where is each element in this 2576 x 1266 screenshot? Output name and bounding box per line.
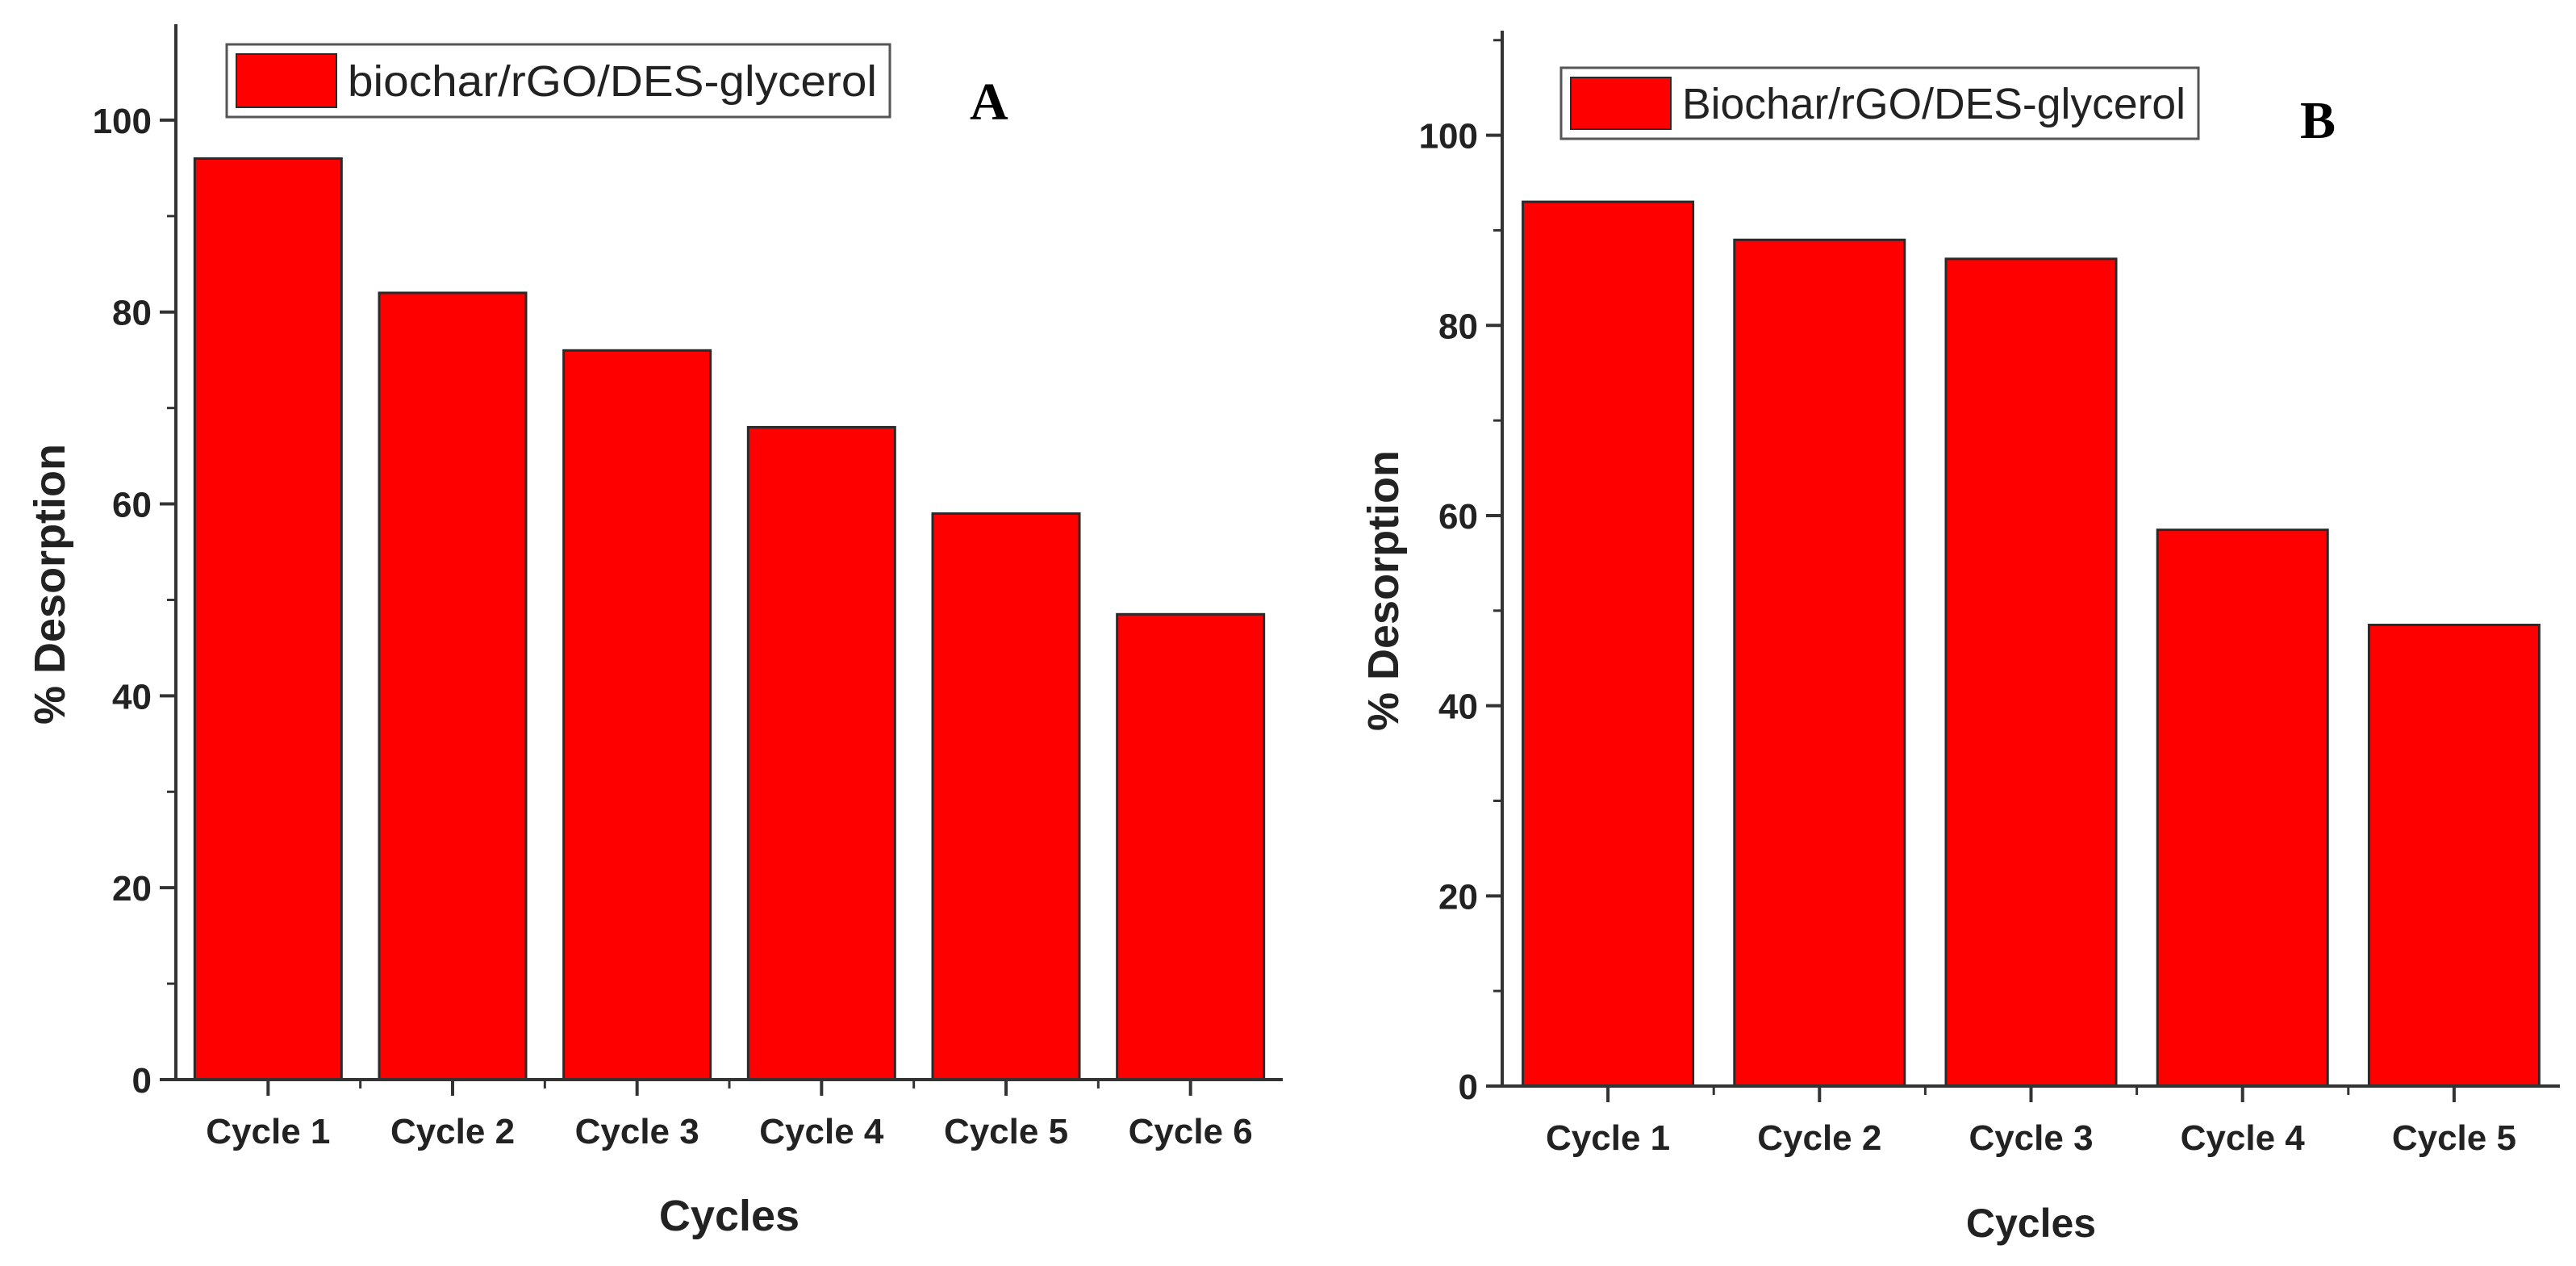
y-tick-label: 80 — [112, 294, 152, 333]
y-tick-label: 0 — [132, 1061, 152, 1101]
panel-b: 0 20 40 60 80 100 Cycle 1 Cycle 2 Cycle 3 Cycle 4… — [1359, 31, 2560, 1246]
y-tick-label: 100 — [93, 102, 152, 141]
legend-label: Biochar/rGO/DES-glycerol — [1682, 80, 2186, 128]
bar-cycle-6 — [1116, 612, 1266, 1081]
panel-a: 0 20 40 60 80 100 Cycle 1 Cycle 2 Cycle 3 Cycle 4… — [26, 24, 1283, 1240]
panel-label: A — [970, 73, 1008, 132]
panel-label: B — [2300, 91, 2336, 150]
y-axis-title: % Desorption — [26, 444, 74, 725]
x-axis-title: Cycles — [1966, 1201, 2096, 1246]
x-tick-label: Cycle 3 — [575, 1112, 699, 1151]
bar-cycle-1 — [1522, 200, 1695, 1088]
y-tick-label: 0 — [1459, 1068, 1478, 1107]
x-tick-label: Cycle 5 — [944, 1112, 1068, 1151]
x-tick-label: Cycle 4 — [759, 1112, 884, 1151]
x-tick-label: Cycle 1 — [206, 1112, 330, 1151]
y-tick-label: 80 — [1438, 307, 1478, 346]
bar-cycle-2 — [1733, 238, 1906, 1088]
y-tick-label: 100 — [1419, 117, 1478, 157]
y-axis-title: % Desorption — [1359, 450, 1408, 731]
bar-cycle-3 — [1944, 257, 2118, 1088]
x-tick-label: Cycle 2 — [390, 1112, 515, 1151]
legend-label: biochar/rGO/DES-glycerol — [348, 57, 877, 106]
bar-cycle-5 — [931, 512, 1081, 1081]
bar-cycle-3 — [562, 349, 712, 1081]
x-axis-title: Cycles — [659, 1192, 800, 1240]
y-tick-label: 40 — [1438, 687, 1478, 727]
y-tick-label: 40 — [112, 677, 152, 717]
x-tick-label: Cycle 5 — [2392, 1118, 2516, 1158]
x-tick-label: Cycle 2 — [1757, 1118, 1881, 1158]
y-tick-label: 20 — [1438, 877, 1478, 917]
x-tick-label: Cycle 3 — [1969, 1118, 2093, 1158]
x-tick-label: Cycle 4 — [2181, 1118, 2306, 1158]
x-tick-label: Cycle 6 — [1129, 1112, 1253, 1151]
legend-swatch — [1570, 77, 1672, 130]
bar-cycle-1 — [193, 157, 343, 1081]
y-tick-label: 60 — [112, 486, 152, 525]
bar-cycle-4 — [746, 425, 896, 1081]
bar-cycle-5 — [2367, 623, 2541, 1088]
legend-swatch — [236, 53, 337, 108]
bar-cycle-4 — [2156, 529, 2329, 1088]
y-tick-label: 20 — [112, 869, 152, 909]
bar-cycle-2 — [378, 291, 528, 1081]
x-tick-label: Cycle 1 — [1546, 1118, 1670, 1158]
y-tick-label: 60 — [1438, 497, 1478, 537]
